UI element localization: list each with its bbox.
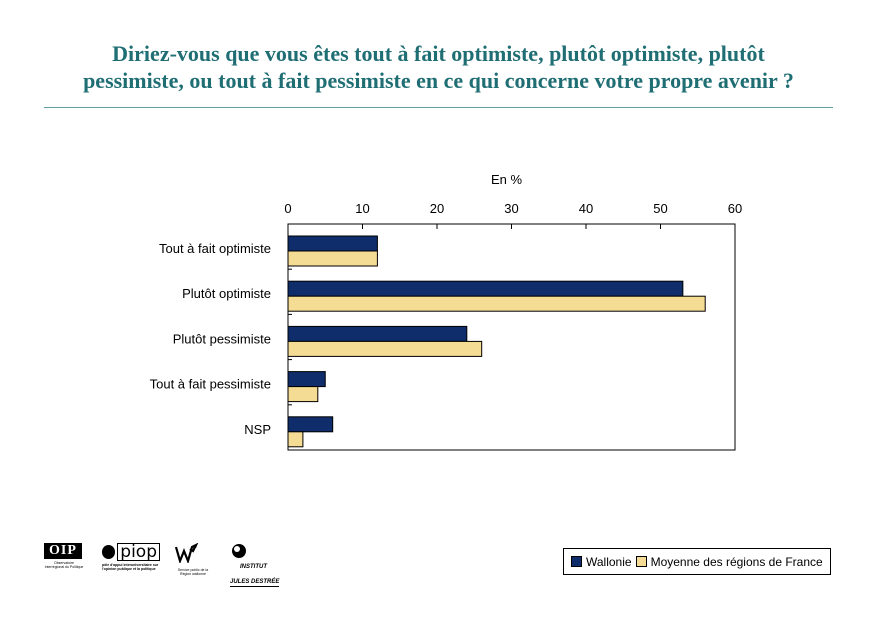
wallonie-rooster-icon — [174, 542, 199, 565]
bar-france-tout-fait-optimiste — [287, 250, 378, 267]
title-divider — [44, 107, 833, 108]
x-tick-label-50: 50 — [653, 201, 667, 216]
category-label-tout-fait-pessimiste: Tout à fait pessimiste — [150, 377, 271, 392]
title-line-1: Diriez-vous que vous êtes tout à fait op… — [112, 41, 765, 66]
bar-wallonie-plut-t-optimiste — [287, 280, 684, 297]
oip-logo-mark: OIP — [44, 543, 82, 559]
legend-label-wallonie: Wallonie — [586, 554, 632, 569]
x-tick-label-0: 0 — [284, 201, 291, 216]
bar-france-nsp — [287, 431, 304, 448]
legend-item-wallonie: Wallonie — [571, 555, 632, 569]
ijd-line2: JULES DESTRÉE — [230, 579, 280, 587]
x-tick-label-10: 10 — [355, 201, 369, 216]
wallonie-logo-caption: Service public de la Région wallonne — [177, 568, 209, 576]
bar-france-plut-t-pessimiste — [287, 340, 483, 357]
bar-france-plut-t-optimiste — [287, 295, 706, 312]
piop-logo-caption: pôle d'appui interuniversitaire sur l'op… — [102, 563, 159, 571]
ijd-logo: INSTITUT JULES DESTRÉE — [230, 543, 284, 588]
x-tick-label-30: 30 — [504, 201, 518, 216]
legend-item-france: Moyenne des régions de France — [635, 554, 823, 569]
ijd-line1: INSTITUT — [240, 564, 267, 570]
oip-logo-caption: Observatoire Interrégional du Politique — [44, 561, 84, 569]
category-label-nsp: NSP — [244, 422, 271, 437]
bar-france-tout-fait-pessimiste — [287, 386, 319, 403]
category-label-tout-fait-optimiste: Tout à fait optimiste — [159, 241, 271, 256]
x-tick-label-60: 60 — [728, 201, 742, 216]
x-tick-label-40: 40 — [579, 201, 593, 216]
bar-wallonie-tout-fait-pessimiste — [287, 371, 326, 388]
oip-logo: OIP Observatoire Interrégional du Politi… — [44, 543, 84, 569]
bar-wallonie-plut-t-pessimiste — [287, 325, 468, 342]
legend: Wallonie Moyenne des régions de France — [563, 548, 831, 575]
legend-swatch-wallonie — [571, 556, 582, 567]
bar-wallonie-nsp — [287, 416, 334, 433]
title-line-2: pessimiste, ou tout à fait pessimiste en… — [83, 68, 794, 93]
bar-wallonie-tout-fait-optimiste — [287, 235, 378, 252]
chart-title: Diriez-vous que vous êtes tout à fait op… — [20, 40, 857, 94]
legend-swatch-france — [635, 556, 647, 567]
wallonie-logo: Service public de la Région wallonne — [174, 542, 212, 576]
x-tick-label-20: 20 — [430, 201, 444, 216]
piop-logo: piop pôle d'appui interuniversitaire sur… — [102, 543, 160, 571]
ijd-profile-icon — [232, 544, 246, 558]
piop-circle-icon — [102, 545, 116, 559]
category-label-plut-t-pessimiste: Plutôt pessimiste — [173, 331, 271, 346]
unit-label: En % — [491, 172, 523, 187]
category-label-plut-t-optimiste: Plutôt optimiste — [182, 286, 271, 301]
partner-logos: OIP Observatoire Interrégional du Politi… — [44, 542, 294, 587]
legend-label-france: Moyenne des régions de France — [650, 554, 823, 569]
piop-logo-mark: piop — [117, 543, 160, 561]
